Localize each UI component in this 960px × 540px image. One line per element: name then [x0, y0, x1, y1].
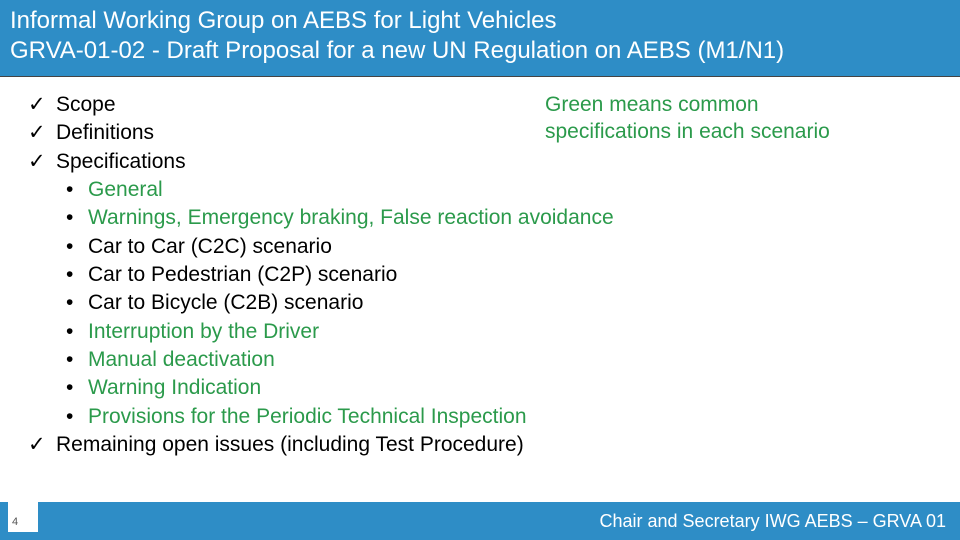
spec-sub-list: General Warnings, Emergency braking, Fal… [66, 176, 940, 431]
page-number: 4 [12, 516, 18, 528]
item-specifications: Specifications [28, 148, 940, 176]
sub-manual: Manual deactivation [66, 346, 940, 374]
item-remaining: Remaining open issues (including Test Pr… [28, 431, 940, 459]
item-definitions: Definitions [28, 119, 940, 147]
title-line-2: GRVA-01-02 - Draft Proposal for a new UN… [10, 36, 950, 66]
sub-c2b: Car to Bicycle (C2B) scenario [66, 289, 940, 317]
sub-pti: Provisions for the Periodic Technical In… [66, 403, 940, 431]
title-bar: Informal Working Group on AEBS for Light… [0, 0, 960, 77]
main-list-tail: Remaining open issues (including Test Pr… [28, 431, 940, 459]
sub-general: General [66, 176, 940, 204]
sub-c2p: Car to Pedestrian (C2P) scenario [66, 261, 940, 289]
sub-warnings: Warnings, Emergency braking, False react… [66, 204, 940, 232]
sub-c2c: Car to Car (C2C) scenario [66, 233, 940, 261]
page-number-box: 4 [8, 494, 38, 532]
sub-warning-indication: Warning Indication [66, 374, 940, 402]
title-line-1: Informal Working Group on AEBS for Light… [10, 6, 950, 36]
content-area: Green means common specifications in eac… [0, 77, 960, 459]
footer-text: Chair and Secretary IWG AEBS – GRVA 01 [600, 511, 947, 532]
main-list: Scope Definitions Specifications [28, 91, 940, 176]
sub-interruption: Interruption by the Driver [66, 318, 940, 346]
slide: Informal Working Group on AEBS for Light… [0, 0, 960, 540]
item-scope: Scope [28, 91, 940, 119]
